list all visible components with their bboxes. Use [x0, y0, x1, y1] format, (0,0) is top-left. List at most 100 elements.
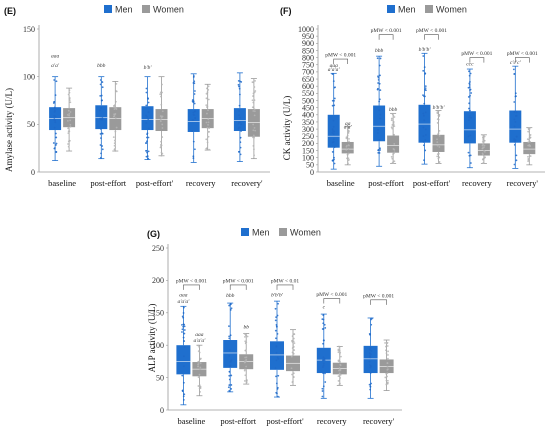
- legend-swatch-women: [425, 5, 433, 13]
- significance-annotation: bbb: [375, 48, 384, 54]
- data-point: [183, 346, 186, 348]
- significance-annotation: a'a'a': [194, 338, 207, 344]
- data-point: [275, 345, 278, 348]
- data-point: [205, 97, 208, 100]
- data-point: [238, 150, 240, 153]
- data-point: [193, 93, 196, 95]
- data-point: [239, 141, 242, 144]
- data-point: [529, 155, 532, 157]
- data-point: [275, 351, 278, 354]
- iqr-box: [523, 141, 536, 155]
- data-point: [161, 110, 164, 113]
- data-point: [207, 85, 210, 88]
- data-point: [438, 129, 441, 132]
- data-point: [436, 153, 439, 156]
- data-point: [193, 148, 196, 151]
- box-women: [477, 134, 490, 164]
- data-point: [146, 140, 148, 143]
- data-point: [252, 148, 255, 151]
- data-point: [238, 87, 241, 90]
- data-point: [252, 123, 255, 126]
- data-point: [147, 150, 150, 153]
- y-tick-label: 400: [302, 111, 314, 120]
- data-point: [391, 112, 394, 115]
- y-tick-label: 0: [310, 168, 314, 177]
- data-point: [146, 151, 148, 154]
- data-point: [347, 147, 350, 150]
- data-point: [112, 115, 115, 118]
- data-point: [53, 119, 56, 121]
- data-point: [423, 119, 426, 122]
- data-point: [482, 161, 485, 164]
- data-point: [436, 141, 439, 143]
- data-point: [293, 333, 296, 335]
- data-point: [378, 139, 381, 141]
- data-point: [322, 356, 325, 359]
- data-point: [230, 307, 233, 310]
- y-tick-label: 50: [27, 120, 35, 129]
- data-point: [53, 114, 56, 117]
- data-point: [291, 339, 294, 342]
- data-point: [161, 152, 164, 155]
- data-point: [228, 389, 231, 392]
- data-point: [379, 57, 382, 60]
- data-point: [424, 87, 427, 90]
- y-tick-label: 150: [302, 146, 314, 155]
- legend-label-men: Men: [398, 5, 416, 15]
- data-point: [333, 158, 335, 161]
- data-point: [470, 116, 473, 119]
- data-point: [338, 372, 341, 375]
- data-point: [379, 117, 382, 120]
- data-point: [321, 366, 324, 369]
- data-point: [468, 154, 471, 157]
- data-point: [114, 117, 117, 120]
- data-point: [145, 114, 148, 117]
- data-point: [67, 140, 70, 143]
- data-point: [482, 139, 485, 142]
- data-point: [387, 350, 389, 353]
- data-point: [253, 108, 256, 111]
- data-point: [205, 92, 208, 95]
- data-point: [181, 328, 184, 331]
- data-point: [253, 91, 256, 94]
- y-tick-label: 850: [302, 46, 314, 55]
- data-point: [331, 159, 334, 162]
- iqr-box: [341, 141, 354, 154]
- box-men: [316, 313, 331, 399]
- box-women: [239, 332, 254, 385]
- data-point: [291, 347, 294, 349]
- data-point: [386, 345, 389, 347]
- data-point: [238, 104, 241, 107]
- panel-label-e: (E): [4, 6, 16, 16]
- data-point: [347, 132, 350, 134]
- data-point: [67, 132, 70, 134]
- data-point: [98, 109, 101, 112]
- data-point: [159, 146, 162, 149]
- data-point: [332, 133, 335, 135]
- x-category-label: post-effort': [136, 178, 174, 188]
- data-point: [68, 114, 71, 117]
- data-point: [338, 353, 341, 355]
- data-point: [391, 161, 394, 164]
- data-point: [483, 135, 486, 138]
- box-women: [286, 329, 300, 386]
- data-point: [183, 329, 186, 331]
- data-point: [331, 131, 334, 134]
- data-point: [100, 152, 102, 155]
- data-point: [253, 114, 256, 117]
- significance-annotation: aaa: [195, 332, 204, 338]
- data-point: [371, 317, 373, 320]
- data-point: [227, 386, 230, 389]
- data-point: [197, 365, 199, 368]
- data-point: [145, 91, 148, 94]
- data-point: [192, 155, 195, 158]
- comparison-bracket: [323, 298, 341, 304]
- iqr-box: [270, 341, 284, 370]
- y-tick-label: 150: [23, 25, 35, 34]
- box-women: [247, 78, 260, 160]
- y-tick-label: 350: [302, 118, 314, 127]
- y-tick-label: 550: [302, 89, 314, 98]
- data-point: [245, 356, 248, 359]
- data-point: [147, 118, 150, 120]
